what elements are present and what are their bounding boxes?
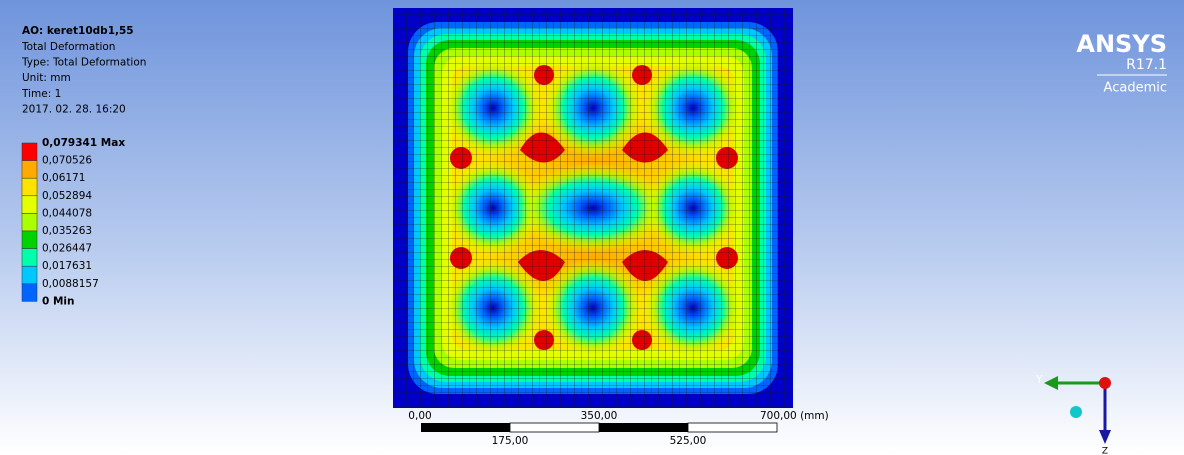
scale-bar — [421, 422, 778, 433]
info-line: Time: 1 — [21, 88, 61, 100]
legend-label: 0,035263 — [42, 225, 92, 237]
contour-plot — [393, 8, 793, 408]
logo-version: R17.1 — [1126, 57, 1167, 73]
legend-label: 0,0088157 — [42, 278, 99, 290]
legend-label: 0,079341 Max — [42, 137, 125, 149]
triad — [1044, 376, 1111, 444]
legend-label: 0,052894 — [42, 190, 92, 202]
scale-label: 175,00 — [492, 435, 529, 447]
legend-swatch — [21, 177, 38, 197]
legend-swatch — [21, 248, 38, 267]
axis-label: Z — [1102, 447, 1108, 455]
legend-swatch — [21, 142, 38, 161]
legend-swatch — [21, 265, 38, 285]
logo-name: ANSYS — [1076, 30, 1167, 58]
legend-label: 0,017631 — [42, 260, 92, 272]
logo-edition: Academic — [1104, 81, 1167, 96]
scale-label: 0,00 — [408, 410, 431, 422]
legend-swatch — [21, 160, 38, 179]
info-line: 2017. 02. 28. 16:20 — [22, 103, 126, 115]
legend-label: 0,06171 — [42, 172, 85, 184]
legend-swatch — [21, 230, 38, 249]
scale-label: 525,00 — [670, 435, 707, 447]
legend-swatch — [21, 213, 38, 232]
axis-label: Y — [1035, 374, 1043, 386]
legend-label: 0,026447 — [42, 243, 92, 255]
legend-swatch — [21, 283, 38, 302]
result-title: AO: keret10db1,55 — [22, 25, 134, 37]
scale-label: 350,00 — [581, 410, 618, 422]
scale-label: 700,00 (mm) — [760, 410, 829, 422]
info-line: Unit: mm — [22, 72, 71, 84]
info-line: Type: Total Deformation — [21, 57, 146, 69]
legend-swatch — [21, 195, 38, 214]
legend-label: 0,070526 — [42, 155, 92, 167]
legend-label: 0 Min — [42, 295, 74, 307]
legend-label: 0,044078 — [42, 207, 92, 219]
info-line: Total Deformation — [21, 41, 115, 53]
